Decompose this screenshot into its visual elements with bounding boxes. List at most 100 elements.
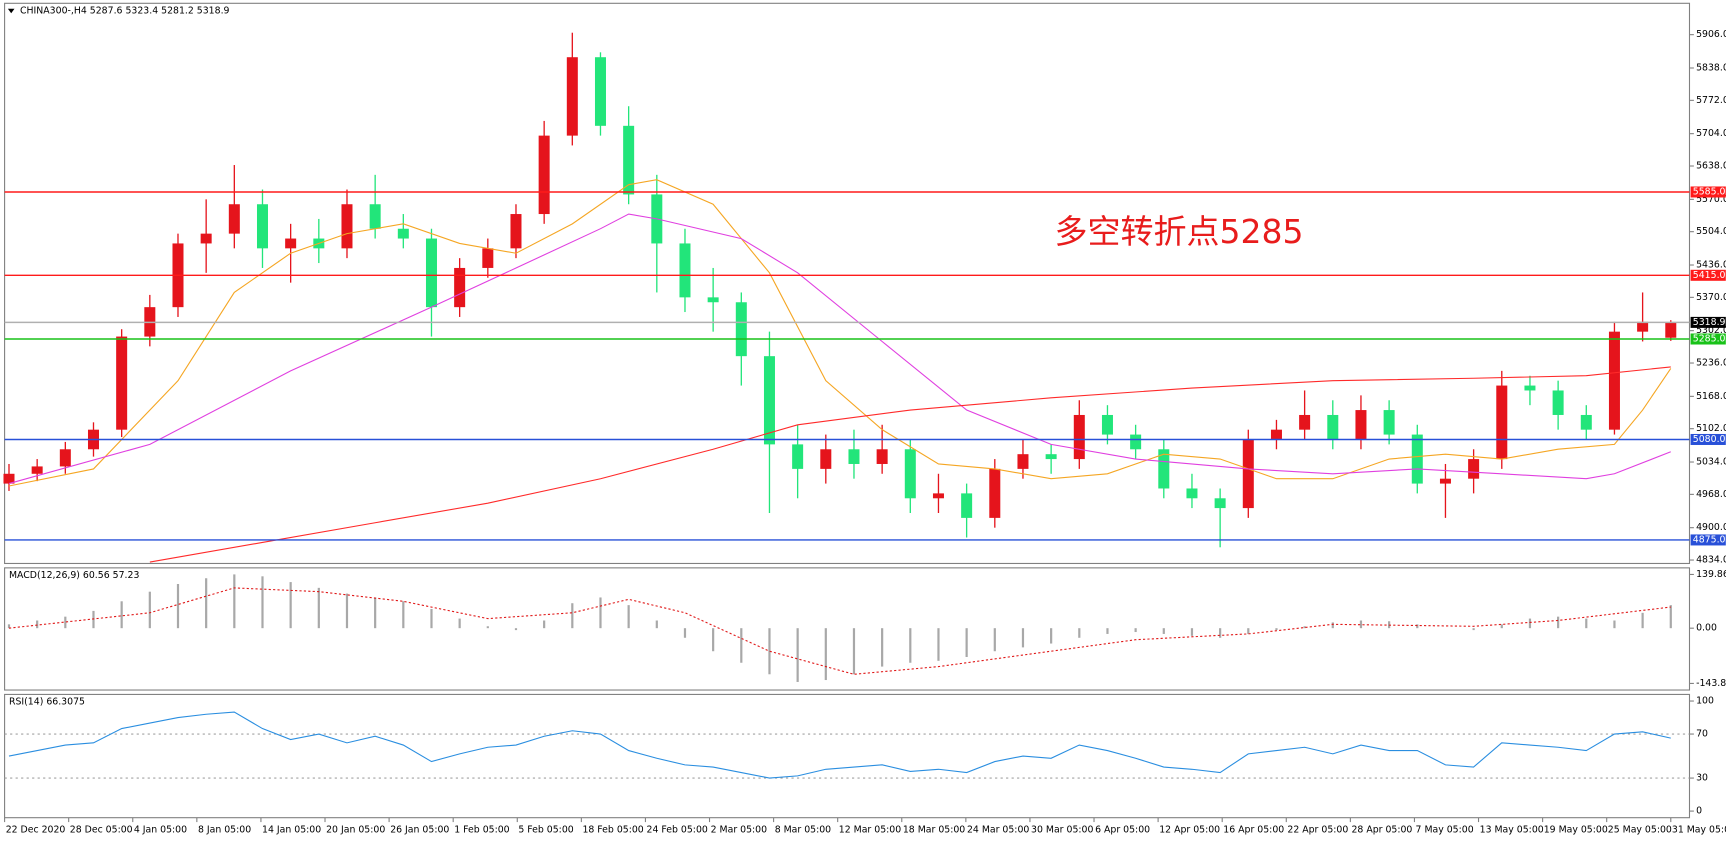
moving-average — [8, 213, 1671, 485]
candle-body — [707, 297, 719, 303]
candle-body — [454, 267, 466, 308]
level-tag-label: 5285.0 — [1693, 334, 1726, 345]
candle-body — [1665, 322, 1677, 338]
x-tick-label: 6 Apr 05:00 — [1095, 824, 1150, 835]
candle-body — [256, 204, 268, 249]
candle-body — [1186, 488, 1198, 499]
x-tick-label: 25 May 05:00 — [1608, 824, 1672, 835]
candle-body — [679, 243, 691, 298]
candle-body — [594, 57, 606, 126]
x-tick-label: 16 Apr 05:00 — [1223, 824, 1284, 835]
candle-body — [538, 135, 550, 215]
candle-body — [116, 336, 128, 430]
candle-body — [1383, 410, 1395, 435]
level-tag — [1690, 333, 1726, 345]
candle-body — [1608, 331, 1620, 430]
y-tick-label: 5638.0 — [1696, 161, 1726, 172]
candle-body — [228, 204, 240, 234]
menu-arrow[interactable] — [7, 8, 15, 14]
macd-signal — [8, 587, 1671, 675]
candle-body — [848, 449, 860, 464]
moving-average — [8, 179, 1672, 487]
x-tick-label: 22 Dec 2020 — [6, 824, 66, 835]
price-title: CHINA300-,H4 5287.6 5323.4 5281.2 5318.9 — [20, 6, 230, 17]
x-tick-label: 19 May 05:00 — [1544, 824, 1608, 835]
candle-body — [1158, 449, 1170, 489]
x-tick-label: 26 Jan 05:00 — [390, 824, 449, 835]
y-tick-label: 5370.0 — [1696, 292, 1726, 303]
candle-body — [1439, 478, 1451, 484]
candle-body — [904, 449, 916, 499]
level-tag — [1690, 534, 1726, 546]
candle-body — [341, 204, 353, 249]
candle-body — [1101, 414, 1113, 435]
candle-body — [1580, 414, 1592, 430]
candle-body — [1637, 321, 1649, 332]
level-tag-label: 5415.0 — [1693, 270, 1726, 281]
x-tick-label: 4 Jan 05:00 — [134, 824, 187, 835]
candle-body — [510, 214, 522, 249]
level-tag — [1690, 186, 1726, 198]
candle-body — [1270, 429, 1282, 440]
rsi-line — [8, 711, 1671, 779]
level-tag-label: 5318.9 — [1693, 317, 1726, 328]
candle-body — [369, 204, 381, 229]
x-tick-label: 28 Dec 05:00 — [70, 824, 133, 835]
candle-body — [425, 238, 437, 308]
x-tick-label: 20 Jan 05:00 — [326, 824, 385, 835]
candle-body — [1355, 410, 1367, 440]
candle-body — [59, 449, 71, 467]
x-tick-label: 12 Apr 05:00 — [1159, 824, 1220, 835]
y-tick-label: 5102.0 — [1696, 423, 1726, 434]
x-tick-label: 8 Mar 05:00 — [775, 824, 831, 835]
candle-body — [285, 238, 297, 249]
x-tick-label: 24 Feb 05:00 — [647, 824, 708, 835]
y-tick-label: 4968.0 — [1696, 489, 1726, 500]
level-tag-label: 4875.0 — [1693, 534, 1726, 545]
y-tick-label: 5704.0 — [1696, 128, 1726, 139]
level-tag-label: 5585.0 — [1693, 186, 1726, 197]
price-panel-frame — [4, 2, 1691, 565]
candle-body — [200, 233, 212, 244]
rsi-panel-frame — [4, 693, 1691, 819]
y-tick-label: 30 — [1696, 773, 1708, 784]
y-tick-label: 139.86 — [1696, 569, 1726, 580]
y-tick-label: 5570.0 — [1696, 194, 1726, 205]
y-tick-label: 5504.0 — [1696, 226, 1726, 237]
candle-body — [1524, 385, 1536, 391]
x-tick-label: 7 May 05:00 — [1416, 824, 1474, 835]
candle-body — [1214, 498, 1226, 509]
y-tick-label: 70 — [1696, 729, 1708, 740]
candle-body — [1496, 385, 1508, 460]
candle-body — [989, 468, 1001, 518]
level-tag — [1690, 433, 1726, 445]
x-tick-label: 24 Mar 05:00 — [967, 824, 1029, 835]
y-tick-label: 0 — [1696, 806, 1702, 817]
x-tick-label: 5 Feb 05:00 — [518, 824, 573, 835]
x-tick-label: 1 Feb 05:00 — [454, 824, 509, 835]
y-tick-label: -143.82 — [1696, 678, 1726, 689]
candle-body — [482, 248, 494, 268]
moving-average — [149, 366, 1671, 563]
candle-body — [763, 356, 775, 445]
x-tick-label: 22 Apr 05:00 — [1287, 824, 1348, 835]
macd-title: MACD(12,26,9) 60.56 57.23 — [9, 570, 139, 581]
candle-body — [876, 449, 888, 464]
candle-body — [735, 302, 747, 357]
y-tick-label: 4900.0 — [1696, 522, 1726, 533]
y-tick-label: 5168.0 — [1696, 391, 1726, 402]
candle-body — [1411, 434, 1423, 484]
level-tag-label: 5080.0 — [1693, 434, 1726, 445]
candle-body — [397, 228, 409, 239]
x-tick-label: 14 Jan 05:00 — [262, 824, 321, 835]
level-tag — [1690, 269, 1726, 281]
annotation: 多空转折点5285 — [1054, 212, 1303, 251]
candle-body — [1130, 434, 1142, 450]
candle-body — [31, 466, 43, 474]
x-tick-label: 28 Apr 05:00 — [1351, 824, 1412, 835]
candle-body — [1045, 454, 1057, 460]
macd-panel-frame — [4, 567, 1691, 691]
y-tick-label: 100 — [1696, 696, 1714, 707]
